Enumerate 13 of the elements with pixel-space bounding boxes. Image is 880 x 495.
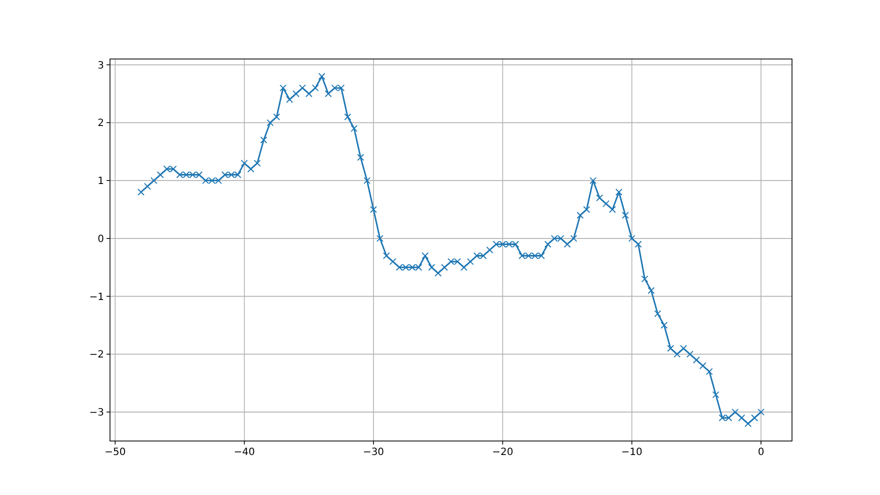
y-tick-label: −3 xyxy=(89,408,104,419)
x-tick-label: −20 xyxy=(492,447,514,458)
y-tick-label: 3 xyxy=(98,60,104,72)
x-tick-label: −10 xyxy=(621,447,642,458)
x-tick-label: −30 xyxy=(362,447,384,458)
y-tick-label: 1 xyxy=(98,176,104,188)
y-tick-label: 2 xyxy=(98,118,104,130)
x-tick-label: −40 xyxy=(234,447,255,458)
x-tick-label: −50 xyxy=(104,447,126,458)
x-tick-label: 0 xyxy=(758,447,764,458)
y-tick-label: −1 xyxy=(89,292,104,303)
y-tick-label: −2 xyxy=(89,350,104,361)
y-tick-label: 0 xyxy=(98,234,104,245)
